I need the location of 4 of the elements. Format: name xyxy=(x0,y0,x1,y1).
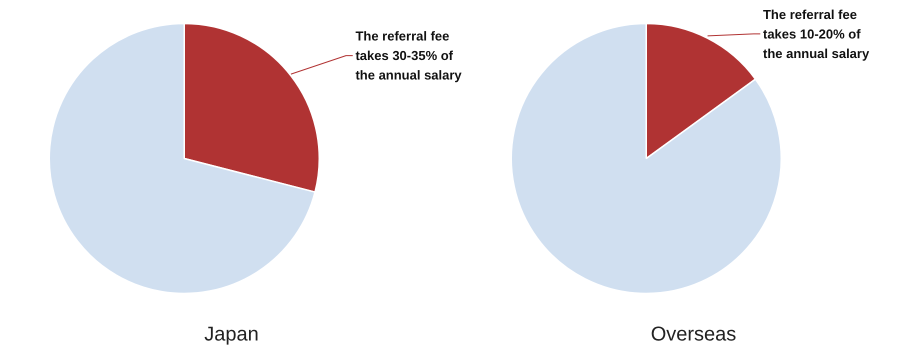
text: Overseas xyxy=(650,324,736,346)
text: The referral fee takes 10-20% of the annual salary xyxy=(762,6,870,61)
text: Japan xyxy=(204,324,259,346)
text: The referral fee takes 30-35% of the annual salary xyxy=(355,28,462,83)
